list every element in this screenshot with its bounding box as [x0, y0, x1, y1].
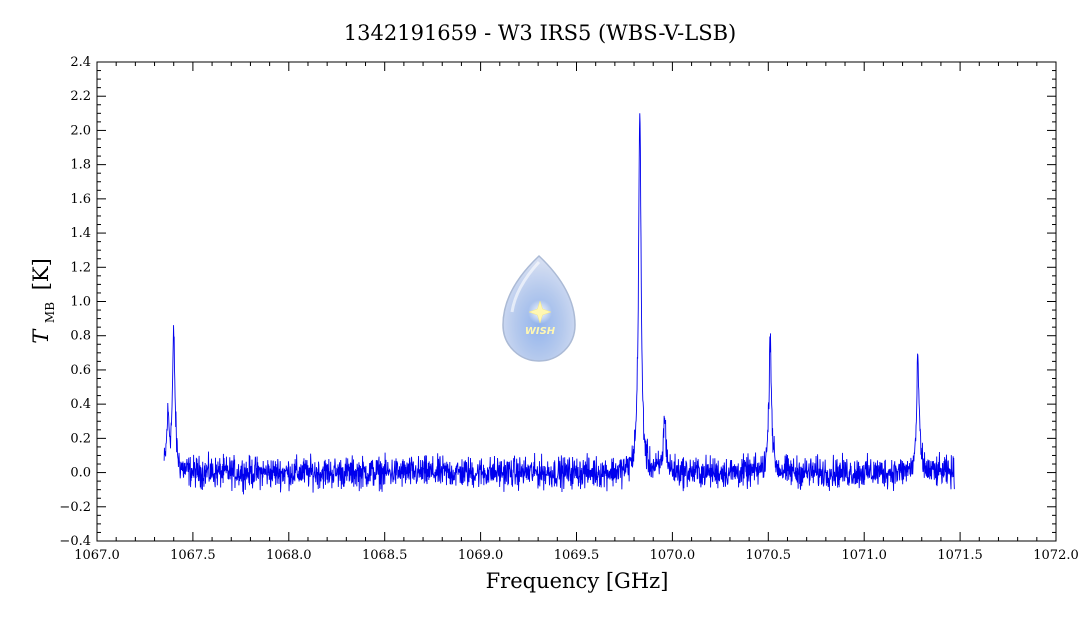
x-tick-label: 1070.0	[650, 548, 696, 563]
y-tick-label: 0.2	[70, 431, 91, 446]
y-tick-label: 0.8	[70, 329, 91, 344]
x-tick-label: 1069.0	[458, 548, 504, 563]
y-tick-label: 1.4	[70, 226, 91, 241]
y-tick-label: 2.4	[70, 55, 91, 70]
y-tick-label: 0.0	[70, 466, 91, 481]
x-tick-label: 1068.5	[362, 548, 408, 563]
y-tick-label: 1.8	[70, 158, 91, 173]
wish-logo: WISH	[502, 254, 576, 362]
x-tick-label: 1071.5	[937, 548, 983, 563]
x-tick-label: 1067.5	[170, 548, 216, 563]
y-axis-label-main: T	[29, 328, 53, 344]
svg-text:T MB [K]: T MB [K]	[29, 258, 59, 344]
y-axis-label-sub: MB	[43, 302, 57, 323]
x-tick-label: 1069.5	[554, 548, 600, 563]
y-tick-label: 1.0	[70, 295, 91, 310]
y-tick-label: −0.2	[59, 500, 91, 515]
y-tick-label: 2.2	[70, 89, 91, 104]
logo-text: WISH	[525, 326, 556, 337]
x-tick-label: 1071.0	[841, 548, 887, 563]
y-axis-label-unit: [K]	[29, 258, 53, 290]
x-tick-label: 1070.5	[746, 548, 792, 563]
star-icon	[528, 300, 552, 324]
spectrum-series-line	[163, 113, 955, 495]
x-tick-label: 1068.0	[266, 548, 312, 563]
chart-title: 1342191659 - W3 IRS5 (WBS-V-LSB)	[344, 21, 736, 45]
y-tick-label: 2.0	[70, 123, 91, 138]
x-tick-label: 1072.0	[1033, 548, 1079, 563]
y-tick-label: 1.2	[70, 260, 91, 275]
y-tick-label: 1.6	[70, 192, 91, 207]
y-tick-label: −0.4	[59, 534, 91, 549]
x-axis-label: Frequency [GHz]	[486, 569, 669, 593]
y-tick-label: 0.6	[70, 363, 91, 378]
x-tick-label: 1067.0	[74, 548, 120, 563]
y-tick-label: 0.4	[70, 397, 91, 412]
y-axis-label: T MB [K]	[29, 258, 59, 344]
